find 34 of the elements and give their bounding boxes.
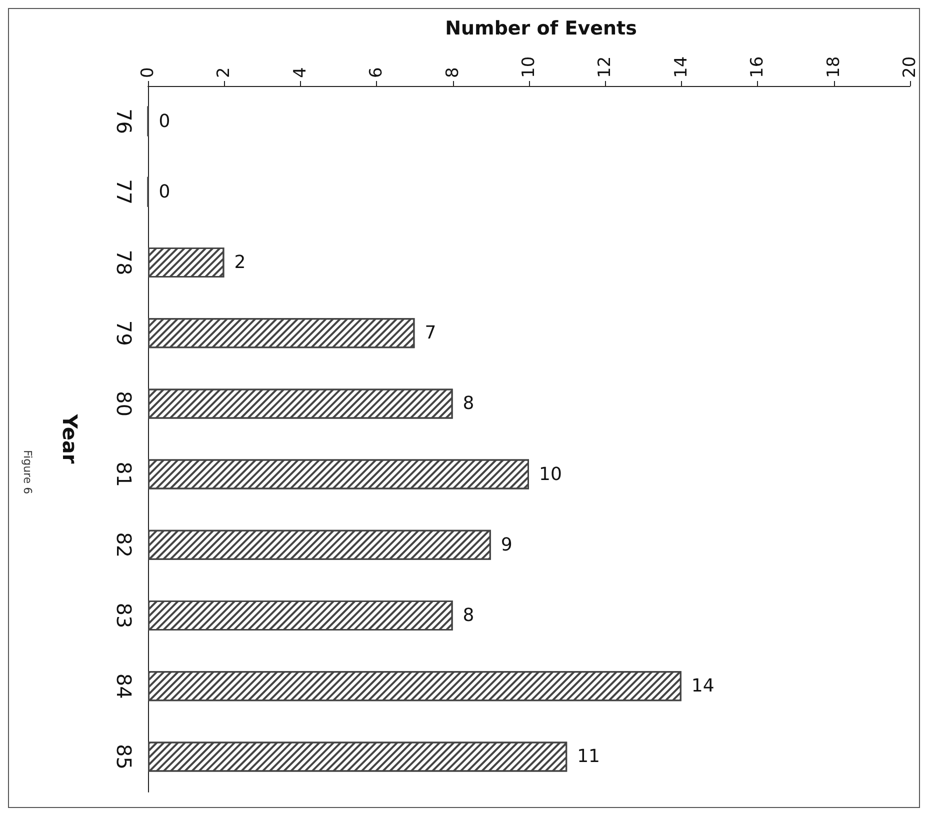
x-tick-label: 10 [519, 56, 539, 78]
x-tick-label: 6 [366, 67, 387, 78]
x-tick-label: 12 [595, 56, 616, 78]
x-tick-label: 20 [900, 56, 920, 78]
data-label: 2 [234, 252, 246, 273]
y-axis-title: Year [58, 413, 82, 464]
y-tick-label: 78 [112, 250, 136, 276]
x-tick-label: 16 [748, 56, 768, 78]
y-tick-label: 85 [112, 744, 136, 770]
y-tick-label: 83 [112, 602, 136, 628]
data-label: 0 [158, 181, 170, 202]
chart-title: Number of Events [445, 18, 637, 40]
x-tick-label: 18 [824, 56, 844, 78]
y-tick-label: 80 [112, 390, 136, 416]
data-label: 14 [691, 676, 714, 697]
caption: Figure 6 [21, 450, 34, 494]
data-label: 10 [539, 464, 562, 485]
data-label: 8 [462, 605, 474, 626]
data-label: 9 [500, 534, 512, 556]
x-tick-label: 0 [138, 67, 158, 78]
y-tick-label: 79 [112, 320, 136, 346]
data-label: 11 [577, 746, 600, 768]
y-tick-label: 84 [112, 673, 136, 699]
x-tick-label: 2 [214, 67, 234, 78]
x-tick-label: 8 [442, 67, 463, 78]
x-tick-label: 14 [671, 56, 692, 78]
y-tick-label: 82 [112, 532, 136, 558]
x-tick-label: 4 [290, 67, 310, 78]
data-label: 0 [158, 110, 170, 132]
data-label: 8 [462, 393, 474, 414]
y-tick-label: 81 [112, 462, 136, 488]
y-tick-label: 76 [112, 108, 136, 134]
y-tick-label: 77 [112, 179, 136, 205]
data-label: 7 [424, 322, 436, 344]
